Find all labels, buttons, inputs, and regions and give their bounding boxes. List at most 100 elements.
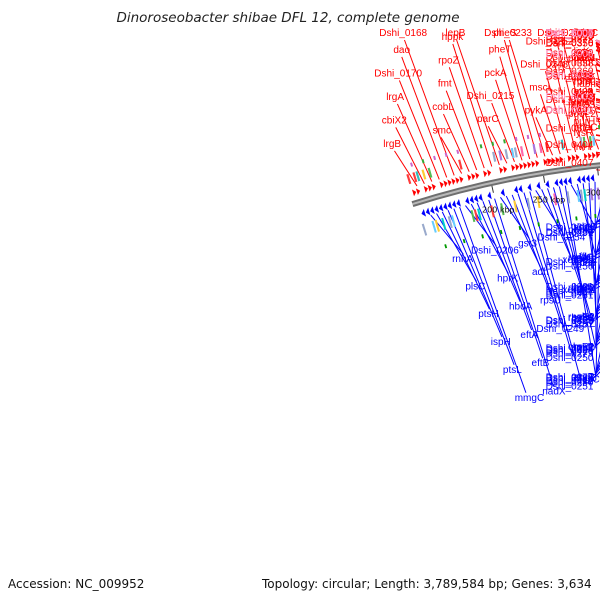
gene-label: eftB: [532, 358, 550, 369]
label-connector: [511, 194, 552, 296]
cog-band-outer: [421, 169, 427, 180]
forward-gene-arrow: [447, 179, 452, 187]
forward-gene-arrow: [575, 153, 580, 161]
gene-label: gst3: [518, 239, 537, 250]
label-connector: [495, 79, 523, 161]
reverse-gene-arrow: [487, 191, 492, 200]
gene-label: Dshi_0248: [520, 59, 568, 70]
gene-label: hutG: [574, 224, 596, 235]
gene-label: lrgB: [383, 139, 401, 150]
gene-label: rpsP: [574, 342, 595, 353]
gene-label: rbsA5: [568, 253, 595, 264]
reverse-gene-arrow: [558, 178, 564, 186]
gene-label: ydaM: [574, 312, 598, 323]
reverse-gene-arrow: [443, 202, 448, 211]
label-connector: [576, 183, 597, 258]
gene-label: rpsQ: [574, 28, 596, 39]
gene-label: livM: [574, 28, 592, 39]
label-connector: [448, 67, 485, 169]
gene-label: Dshi_0280: [546, 378, 594, 389]
reverse-gene-arrow: [421, 208, 427, 217]
forward-gene-arrow: [415, 188, 421, 196]
label-connector: [508, 39, 546, 157]
gene-label: pap: [579, 258, 596, 269]
label-connector: [491, 102, 515, 162]
gene-label: ispH: [491, 337, 511, 348]
label-connector: [547, 188, 583, 291]
gene-label: rpoB: [574, 30, 595, 41]
label-connector: [482, 201, 533, 331]
cog-band-outer: [504, 149, 509, 160]
gene-label: rbsC2: [568, 283, 595, 294]
outer-marker: [491, 141, 495, 146]
gene-label: Dshi_0391: [546, 52, 594, 63]
label-connector: [595, 206, 600, 225]
gene-label: secE: [545, 28, 568, 39]
gene-label: Dshi_0314: [546, 28, 594, 39]
gene-label: Dshi_0291: [546, 228, 594, 239]
gene-label: mscL: [529, 82, 553, 93]
cog-band-outer: [513, 147, 518, 158]
gene-label: rpsM: [574, 92, 596, 103]
label-connector: [465, 205, 497, 246]
cog-band-outer: [545, 141, 549, 153]
reverse-gene-arrow: [465, 196, 470, 205]
gene-label: bztB: [574, 28, 594, 39]
reverse-gene-arrow: [456, 199, 461, 207]
gene-label: cbiX2: [382, 115, 407, 126]
gene-label: rpoE2: [568, 312, 595, 323]
gene-label: Dshi_0401: [546, 105, 594, 116]
outer-marker: [479, 144, 483, 149]
gene-label: plsC: [465, 282, 485, 293]
gene-label: Dshi_0331: [546, 282, 594, 293]
gene-label: livH: [574, 142, 591, 153]
gene-label: rpmJ: [574, 77, 596, 88]
gene-label: mmgC: [515, 393, 544, 404]
gene-label: Dshi_0324: [546, 345, 594, 356]
reverse-gene-arrow: [425, 207, 431, 216]
cog-band-outer: [579, 137, 583, 148]
kbp-tick-label: 200 kbp: [482, 205, 515, 214]
map-title: Dinoroseobacter shibae DFL 12, complete …: [116, 10, 459, 26]
forward-gene-arrow: [431, 183, 436, 191]
gene-label: lepB: [445, 28, 465, 39]
gene-label: rbsB3: [568, 313, 595, 324]
gene-label: argB: [574, 313, 595, 324]
reverse-gene-arrow: [518, 184, 523, 193]
forward-gene-arrow: [443, 180, 448, 188]
forward-gene-arrow: [587, 152, 592, 160]
gene-label: mosC: [574, 375, 600, 386]
gene-label: rplJ: [574, 28, 590, 39]
gene-label: Dshi_0233: [484, 28, 532, 39]
outer-marker: [526, 134, 530, 140]
forward-gene-arrow: [595, 151, 600, 159]
reverse-gene-arrow: [567, 176, 573, 185]
inner-marker: [518, 225, 522, 231]
reverse-gene-arrow: [563, 177, 568, 186]
forward-gene-arrow: [531, 160, 536, 168]
gene-label: Dshi_0367: [546, 28, 594, 39]
cog-band-outer: [510, 147, 515, 159]
cog-band-inner: [579, 189, 584, 202]
gene-label: rimM: [574, 223, 596, 234]
cog-band-outer: [406, 173, 412, 185]
gene-label: Dshi_0368: [546, 28, 594, 39]
cog-band-outer: [492, 151, 497, 162]
gene-label: Dshi_0404: [546, 140, 594, 151]
gene-label: Dshi_0369: [546, 28, 594, 39]
reverse-gene-arrow: [452, 200, 457, 208]
label-connector: [535, 190, 564, 233]
gene-label: rplE: [574, 49, 592, 60]
gene-label: arsR: [574, 372, 595, 383]
forward-gene-arrow: [439, 181, 444, 189]
gene-label: lspA: [574, 28, 594, 39]
outer-marker: [538, 132, 542, 138]
label-connector: [552, 187, 593, 320]
cog-band-outer: [532, 143, 537, 155]
gene-label: Dshi_0270: [546, 48, 594, 59]
cog-band-inner: [526, 197, 531, 210]
kbp-tick-mark: [597, 168, 599, 176]
cog-band-inner: [470, 210, 476, 223]
label-connector: [535, 117, 554, 156]
backbone-highlight: [412, 164, 600, 206]
